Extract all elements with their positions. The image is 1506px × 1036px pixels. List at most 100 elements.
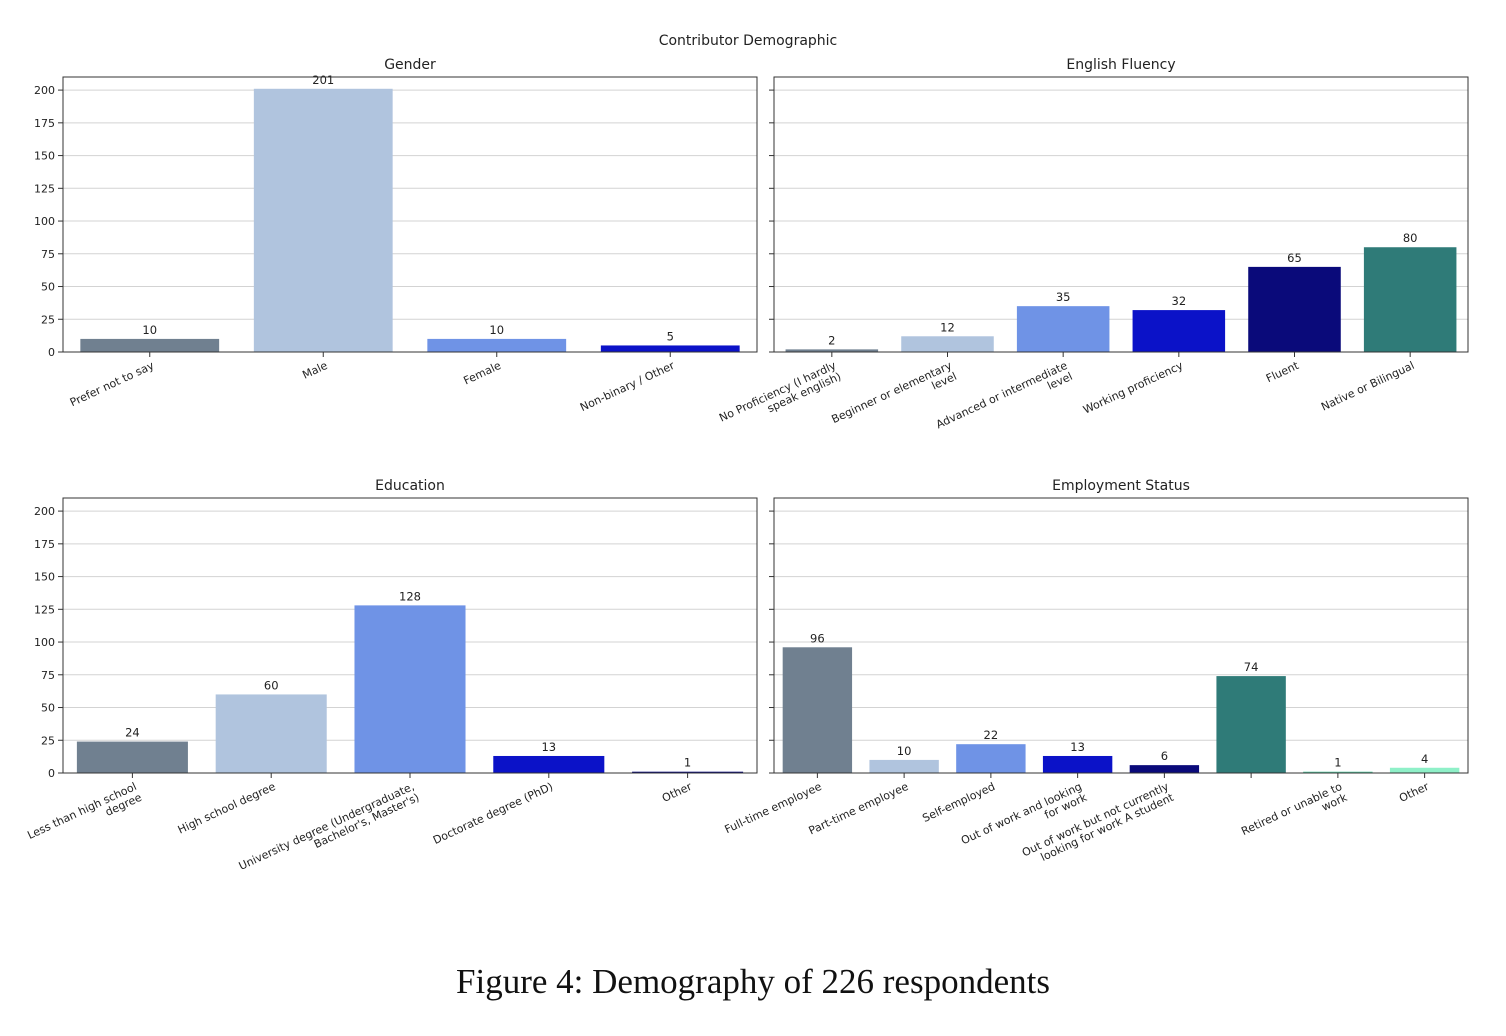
panel-gender: 0 25 50 75 100 125 150 175 200 10 Prefer not to sa… bbox=[34, 57, 758, 414]
bar-beginner-or-elementary bbox=[901, 336, 994, 352]
panel-education-title: Education bbox=[375, 478, 445, 494]
panel-english-fluency: 2 No Proficiency (I hardlyspeak english) 1… bbox=[717, 57, 1469, 442]
data-label-no-proficiency-i-hardly: 2 bbox=[828, 333, 835, 347]
y-tick-label: 25 bbox=[41, 313, 55, 326]
panel-gender-title: Gender bbox=[384, 57, 436, 73]
bar-fluent bbox=[1248, 266, 1341, 352]
bar-working-proficiency bbox=[1132, 310, 1226, 352]
x-tick-label-self-employed: Self-employed bbox=[920, 780, 997, 825]
x-tick-label-doctorate-degree-phd: Doctorate degree (PhD) bbox=[431, 780, 555, 847]
bar-prefer-not-to-say bbox=[80, 338, 220, 352]
bar-advanced-or-intermediate bbox=[1016, 306, 1110, 352]
data-label-beginner-or-elementary: 12 bbox=[940, 320, 955, 334]
figure-caption: Figure 4: Demography of 226 respondents bbox=[456, 962, 1050, 1001]
data-label-part-time-employee: 10 bbox=[897, 744, 912, 758]
x-tick-label-non-binary-other: Non-binary / Other bbox=[578, 359, 677, 414]
x-tick-label-fluent: Fluent bbox=[1264, 359, 1301, 386]
bar-other bbox=[1389, 767, 1460, 773]
x-tick-label-part-time-employee: Part-time employee bbox=[807, 780, 911, 838]
x-tick-label-advanced-or-intermediate: Advanced or intermediatelevel bbox=[934, 359, 1075, 442]
panel-gender-plot-area bbox=[63, 77, 757, 352]
x-tick-label-out-of-work-but-not-currently: Out of work but not currentlylooking for… bbox=[1020, 780, 1176, 871]
y-tick-label: 150 bbox=[34, 571, 55, 584]
y-tick-label: 200 bbox=[34, 84, 55, 97]
x-tick-label-female: Female bbox=[461, 359, 503, 388]
data-label-prefer-not-to-say: 10 bbox=[142, 323, 157, 337]
figure-suptitle: Contributor Demographic bbox=[659, 33, 838, 49]
data-label-working-proficiency: 32 bbox=[1172, 294, 1187, 308]
panel-english-fluency-frame bbox=[773, 76, 1469, 353]
data-label-less-than-high-school: 24 bbox=[125, 726, 140, 740]
x-tick-label-less-than-high-school: Less than high schooldegree bbox=[25, 780, 144, 853]
data-label-bar-6: 74 bbox=[1244, 660, 1259, 674]
y-tick-label: 150 bbox=[34, 150, 55, 163]
panel-education-frame bbox=[62, 497, 758, 774]
y-tick-label: 0 bbox=[48, 346, 55, 359]
y-tick-label: 125 bbox=[34, 603, 55, 616]
bar-out-of-work-but-not-currently bbox=[1129, 765, 1200, 773]
bar-less-than-high-school bbox=[76, 741, 188, 773]
y-tick-label: 75 bbox=[41, 248, 55, 261]
x-tick-label-prefer-not-to-say: Prefer not to say bbox=[68, 359, 157, 410]
data-label-advanced-or-intermediate: 35 bbox=[1056, 290, 1071, 304]
data-label-other: 4 bbox=[1421, 752, 1428, 766]
y-tick-label: 175 bbox=[34, 538, 55, 551]
bar-female bbox=[427, 338, 567, 352]
data-label-native-or-bilingual: 80 bbox=[1403, 231, 1418, 245]
bar-no-proficiency-i-hardly bbox=[785, 349, 879, 352]
data-label-retired-or-unable-to: 1 bbox=[1334, 756, 1341, 770]
bar-high-school-degree bbox=[215, 694, 327, 773]
y-tick-label: 100 bbox=[34, 215, 55, 228]
x-tick-label-no-proficiency-i-hardly: No Proficiency (I hardlyspeak english) bbox=[717, 359, 843, 436]
bar-out-of-work-and-looking bbox=[1042, 755, 1113, 773]
panel-employment-status-title: Employment Status bbox=[1052, 478, 1190, 494]
y-tick-label: 200 bbox=[34, 505, 55, 518]
y-tick-label: 175 bbox=[34, 117, 55, 130]
data-label-out-of-work-but-not-currently: 6 bbox=[1161, 749, 1168, 763]
x-tick-label-other: Other bbox=[1397, 780, 1431, 805]
data-label-non-binary-other: 5 bbox=[667, 329, 674, 343]
data-label-out-of-work-and-looking: 13 bbox=[1070, 740, 1085, 754]
bar-other bbox=[632, 771, 744, 773]
bar-full-time-employee bbox=[782, 647, 853, 773]
y-tick-label: 50 bbox=[41, 702, 55, 715]
data-label-male: 201 bbox=[312, 73, 334, 87]
y-tick-label: 0 bbox=[48, 767, 55, 780]
bar-non-binary-other bbox=[600, 345, 740, 352]
panel-education: 0 25 50 75 100 125 150 175 200 24 Less than high s… bbox=[25, 478, 758, 873]
y-tick-label: 25 bbox=[41, 734, 55, 747]
bar-male bbox=[253, 88, 393, 353]
bar-part-time-employee bbox=[869, 759, 939, 773]
bar-university-degree-undergraduate bbox=[354, 605, 466, 773]
data-label-female: 10 bbox=[489, 323, 504, 337]
x-tick-label-retired-or-unable-to: Retired or unable towork bbox=[1239, 780, 1349, 849]
y-tick-label: 125 bbox=[34, 182, 55, 195]
x-tick-label-male: Male bbox=[300, 359, 329, 382]
panel-employment-status-frame bbox=[773, 497, 1469, 774]
data-label-high-school-degree: 60 bbox=[264, 678, 279, 692]
x-tick-label-native-or-bilingual: Native or Bilingual bbox=[1319, 359, 1416, 414]
bar-self-employed bbox=[956, 744, 1026, 773]
x-tick-label-working-proficiency: Working proficiency bbox=[1081, 359, 1185, 417]
data-label-full-time-employee: 96 bbox=[810, 631, 825, 645]
panel-gender-frame bbox=[62, 76, 758, 353]
y-tick-label: 50 bbox=[41, 281, 55, 294]
bar-bar-6 bbox=[1216, 676, 1286, 773]
y-tick-label: 75 bbox=[41, 669, 55, 682]
bar-native-or-bilingual bbox=[1363, 247, 1457, 352]
data-label-university-degree-undergraduate: 128 bbox=[399, 589, 421, 603]
data-label-self-employed: 22 bbox=[984, 728, 999, 742]
data-label-fluent: 65 bbox=[1287, 251, 1302, 265]
panel-employment-status-plot-area bbox=[774, 498, 1468, 773]
data-label-other: 1 bbox=[684, 756, 691, 770]
x-tick-label-high-school-degree: High school degree bbox=[176, 780, 278, 837]
bar-doctorate-degree-phd bbox=[493, 755, 605, 773]
bar-retired-or-unable-to bbox=[1303, 771, 1373, 773]
x-tick-label-other: Other bbox=[660, 780, 694, 805]
y-tick-label: 100 bbox=[34, 636, 55, 649]
panel-english-fluency-title: English Fluency bbox=[1066, 57, 1175, 73]
data-label-doctorate-degree-phd: 13 bbox=[541, 740, 556, 754]
